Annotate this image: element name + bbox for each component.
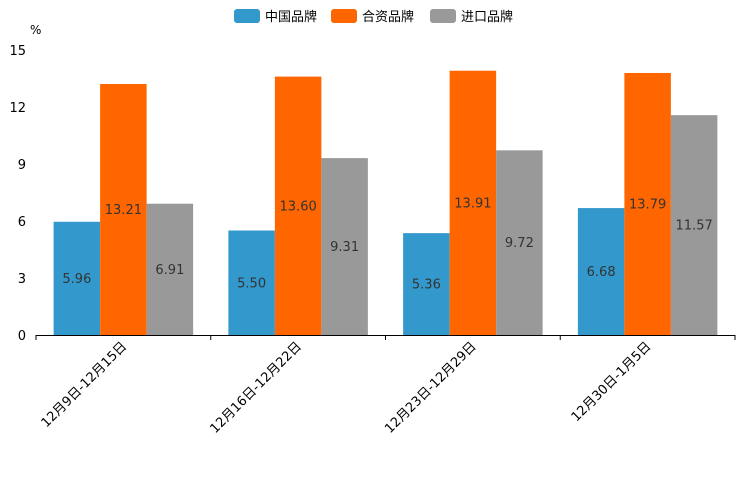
bar-3-1 — [146, 203, 194, 335]
y-tick-label: 6 — [18, 215, 26, 230]
x-category-label: 12月23日-12月29日 — [382, 339, 479, 436]
y-tick-label: 3 — [18, 272, 26, 287]
data-label: 5.50 — [237, 276, 266, 291]
x-axis: 12月9日-12月15日 12月16日-12月22日 12月23日-12月29日 12… — [35, 335, 736, 437]
bar-2-2 — [274, 76, 322, 335]
data-label: 13.79 — [629, 197, 666, 212]
bar-3-3 — [496, 150, 543, 335]
data-label: 13.91 — [454, 196, 491, 211]
y-tick-label: 0 — [18, 329, 26, 344]
bar-2-3 — [449, 70, 497, 336]
y-axis-unit-label: % — [30, 23, 41, 37]
bar-2-4 — [624, 72, 671, 336]
bar-1-4 — [577, 208, 625, 335]
x-category-label: 12月16日-12月22日 — [207, 339, 304, 436]
legend-label[interactable]: 进口品牌 — [461, 9, 513, 25]
y-tick-label: 9 — [18, 158, 26, 173]
data-label: 9.72 — [505, 236, 534, 251]
legend-swatch[interactable] — [234, 9, 260, 23]
legend-swatch[interactable] — [430, 9, 456, 23]
data-label: 6.91 — [155, 263, 184, 278]
legend: 中国品牌 合资品牌 进口品牌 — [234, 9, 513, 25]
data-label: 6.68 — [587, 265, 616, 280]
bar-3-2 — [321, 158, 368, 335]
data-label: 11.57 — [676, 219, 713, 234]
bar-2-1 — [100, 84, 147, 335]
y-tick-label: 15 — [9, 44, 26, 59]
bar-1-2 — [228, 230, 275, 335]
legend-label[interactable]: 合资品牌 — [362, 9, 414, 25]
data-label: 13.21 — [105, 203, 142, 218]
legend-swatch[interactable] — [331, 9, 357, 23]
bar-3-4 — [670, 115, 718, 335]
bars — [53, 70, 718, 336]
x-category-label: 12月30日-1月5日 — [569, 339, 655, 425]
y-axis: 0 3 6 9 12 15 — [9, 44, 26, 344]
data-label: 9.31 — [330, 240, 359, 255]
data-labels: 5.96 13.21 6.91 5.50 13.60 9.31 5.36 13.91 9.72 6… — [62, 196, 712, 292]
y-tick-label: 12 — [9, 101, 26, 116]
legend-label[interactable]: 中国品牌 — [265, 9, 317, 25]
x-category-label: 12月9日-12月15日 — [39, 339, 131, 431]
data-label: 13.60 — [280, 199, 317, 214]
bar-1-1 — [53, 221, 101, 335]
data-label: 5.36 — [412, 278, 441, 293]
data-label: 5.96 — [62, 272, 91, 287]
bar-1-3 — [403, 233, 450, 335]
